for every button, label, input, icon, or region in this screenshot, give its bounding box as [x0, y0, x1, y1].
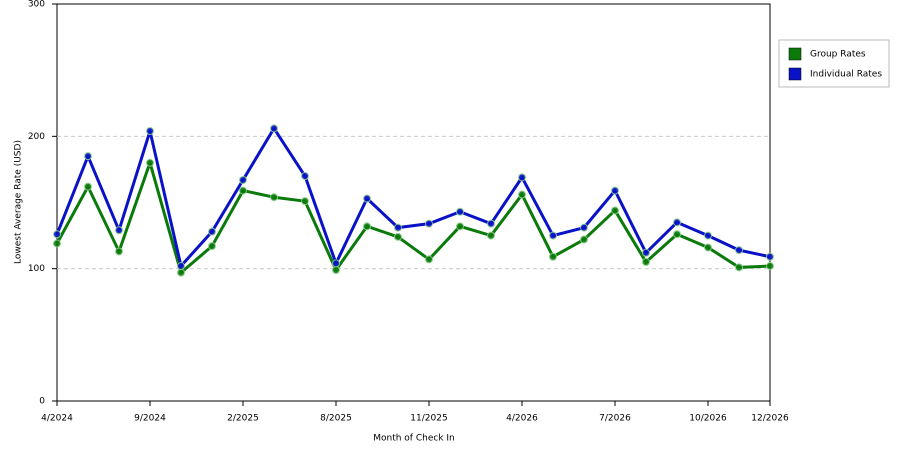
y-tick-label: 300 [28, 0, 45, 10]
legend-swatch [788, 67, 802, 81]
data-point [394, 223, 402, 232]
data-point [580, 223, 588, 232]
data-point [549, 231, 557, 240]
data-point [456, 222, 464, 231]
data-point [611, 186, 619, 195]
data-point [239, 186, 247, 195]
data-point [363, 194, 371, 203]
data-point [766, 252, 774, 261]
data-point [673, 218, 681, 227]
y-axis-label: Lowest Average Rate (USD) [14, 140, 24, 264]
data-point [332, 265, 340, 274]
data-point [394, 232, 402, 241]
series-line [55, 161, 771, 275]
x-tick-label: 12/2026 [751, 414, 789, 424]
data-point [518, 173, 526, 182]
data-point [363, 222, 371, 231]
x-tick-label: 2/2025 [227, 414, 259, 424]
data-point [487, 219, 495, 228]
data-point [53, 239, 61, 248]
data-point [115, 226, 123, 235]
x-tick-label: 9/2024 [134, 414, 166, 424]
x-tick-label: 4/2026 [506, 414, 538, 424]
data-point [177, 268, 185, 277]
data-point [425, 255, 433, 264]
data-point [456, 207, 464, 216]
data-point [208, 242, 216, 251]
plot-frame [56, 3, 771, 402]
data-point [84, 182, 92, 191]
y-tick-label: 100 [28, 264, 45, 274]
data-point [208, 227, 216, 236]
x-axis-label: Month of Check In [373, 434, 455, 444]
x-tick-label: 11/2025 [410, 414, 447, 424]
series-line [55, 126, 771, 268]
legend-label: Group Rates [810, 50, 866, 60]
data-point [146, 127, 154, 136]
data-point [239, 176, 247, 185]
y-tick-label: 0 [39, 397, 45, 407]
x-tick-label: 4/2024 [41, 414, 73, 424]
data-point [84, 152, 92, 161]
data-point [580, 235, 588, 244]
data-point [611, 206, 619, 215]
data-point [301, 172, 309, 181]
data-point [735, 263, 743, 272]
x-tick-label: 10/2026 [689, 414, 727, 424]
data-point [642, 258, 650, 267]
data-point [642, 248, 650, 257]
x-tick-label: 8/2025 [320, 414, 352, 424]
legend-swatch [788, 47, 802, 61]
y-tick-label: 200 [28, 132, 45, 142]
data-point [301, 197, 309, 206]
data-point [487, 231, 495, 240]
data-point [115, 247, 123, 256]
data-point [673, 230, 681, 239]
data-point [518, 190, 526, 199]
data-point [735, 246, 743, 255]
x-tick-label: 7/2026 [599, 414, 631, 424]
data-point [704, 231, 712, 240]
data-point [766, 262, 774, 271]
data-point [549, 252, 557, 261]
data-point [177, 262, 185, 271]
data-point [332, 259, 340, 268]
legend-label: Individual Rates [810, 70, 882, 80]
data-point [270, 193, 278, 202]
data-point [53, 230, 61, 239]
data-point [146, 158, 154, 167]
data-point [425, 219, 433, 228]
data-point [270, 124, 278, 133]
data-point [704, 243, 712, 252]
